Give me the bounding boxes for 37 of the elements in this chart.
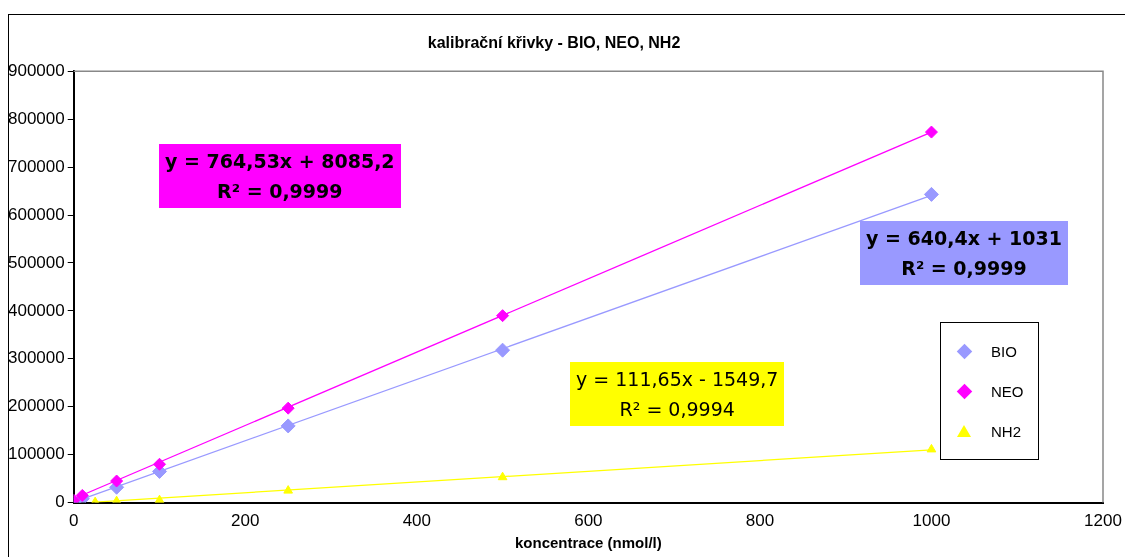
point xyxy=(110,474,124,488)
point xyxy=(280,418,296,434)
x-tick-label: 800 xyxy=(745,511,775,531)
y-tick-label: 700000 xyxy=(7,156,65,176)
y-tick-label: 400000 xyxy=(7,300,65,320)
y-tick-label: 0 xyxy=(55,492,65,512)
y-tick-label: 500000 xyxy=(7,252,65,272)
point xyxy=(281,401,295,415)
y-tick-label: 300000 xyxy=(7,348,65,368)
x-tick-label: 1200 xyxy=(1084,511,1122,531)
y-tick-label: 100000 xyxy=(7,444,65,464)
point xyxy=(496,309,510,323)
point xyxy=(497,471,508,481)
point xyxy=(495,342,511,358)
point xyxy=(923,186,939,202)
point xyxy=(283,485,293,494)
annotation: y = 764,53x + 8085,2 R² = 0,9999 xyxy=(159,144,401,208)
x-tick-label: 1000 xyxy=(912,511,951,531)
chart-title: kalibrační křivky - BIO, NEO, NH2 xyxy=(427,34,681,52)
x-axis-title: koncentrace (nmol/l) xyxy=(515,534,662,552)
x-tick-label: 0 xyxy=(68,511,79,531)
y-tick-label: 900000 xyxy=(7,60,65,80)
point xyxy=(154,494,165,503)
annotation: y = 640,4x + 1031 R² = 0,9999 xyxy=(860,221,1068,285)
legend-label: BIO xyxy=(991,342,1017,360)
x-tick-label: 600 xyxy=(574,511,603,531)
legend-label: NEO xyxy=(991,382,1024,400)
x-tick-label: 400 xyxy=(402,511,432,531)
point xyxy=(926,443,937,453)
point xyxy=(153,457,166,471)
y-tick-label: 800000 xyxy=(7,108,65,128)
legend-label: NH2 xyxy=(991,422,1022,440)
point xyxy=(924,125,938,139)
annotation: y = 111,65x - 1549,7 R² = 0,9994 xyxy=(570,362,785,426)
x-tick-label: 200 xyxy=(231,511,260,531)
y-tick-label: 600000 xyxy=(7,204,65,224)
y-tick-label: 200000 xyxy=(7,396,65,416)
